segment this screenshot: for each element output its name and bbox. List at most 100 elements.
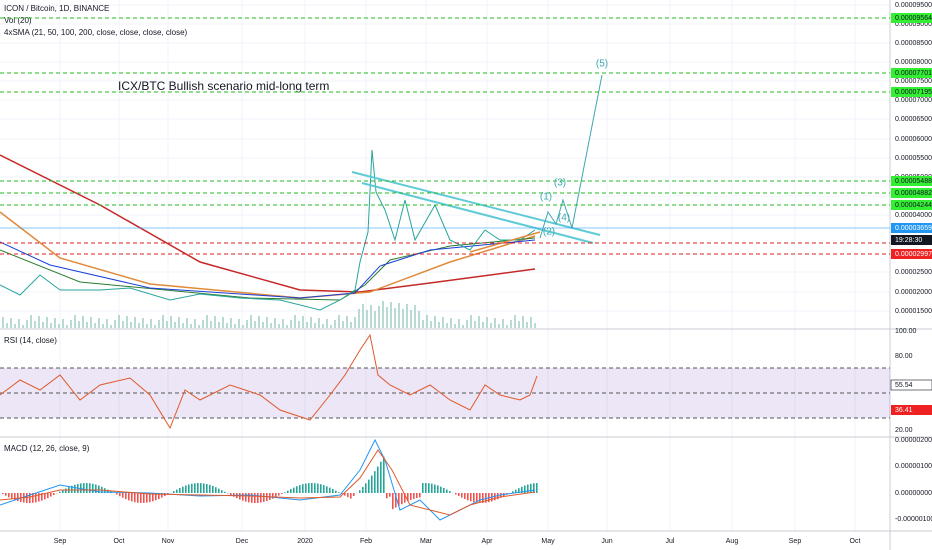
volume-bar <box>254 321 256 328</box>
price-marker <box>891 13 932 23</box>
histogram-bar <box>107 489 109 493</box>
histogram-bar <box>176 489 178 493</box>
histogram-bar <box>209 484 211 493</box>
volume-bar <box>138 323 140 328</box>
price-label: 0.00007500 <box>895 78 932 85</box>
histogram-bar <box>47 493 49 499</box>
volume-bar <box>330 325 332 328</box>
histogram-bar <box>446 489 448 493</box>
histogram-bar <box>371 475 373 493</box>
histogram-bar <box>137 493 139 503</box>
volume-bar <box>466 320 468 328</box>
volume-bar <box>58 324 60 328</box>
histogram-bar <box>134 493 136 503</box>
volume-bar <box>42 322 44 328</box>
histogram-bar <box>53 493 55 495</box>
histogram-bar <box>143 493 145 503</box>
histogram-bar <box>392 493 394 510</box>
time-label: Sep <box>54 538 67 545</box>
histogram-bar <box>92 483 94 493</box>
histogram-bar <box>140 493 142 503</box>
price-label: 0.00008000 <box>895 59 932 66</box>
volume-bar <box>266 317 268 328</box>
histogram-bar <box>155 493 157 501</box>
time-label: Aug <box>726 538 739 545</box>
histogram-bar <box>314 483 316 493</box>
trendline <box>351 171 601 236</box>
histogram-bar <box>17 493 19 502</box>
volume-bar <box>82 316 84 328</box>
volume-bar <box>502 319 504 328</box>
histogram-bar <box>230 493 232 496</box>
price <box>0 149 536 311</box>
price-marker-label: 0.00004244 <box>895 202 932 209</box>
volume-bar <box>294 315 296 328</box>
volume-bar <box>202 320 204 328</box>
volume-bar <box>222 317 224 328</box>
volume-bar <box>258 316 260 328</box>
volume-bar <box>46 317 48 328</box>
histogram-bar <box>125 493 127 500</box>
wave-label: (1) <box>540 192 552 203</box>
histogram-bar <box>338 492 340 493</box>
histogram-bar <box>182 486 184 493</box>
wave-label: (4) <box>558 213 570 224</box>
price-marker-label: 0.00002997 <box>895 251 932 258</box>
histogram-bar <box>200 483 202 493</box>
histogram-bar <box>416 493 418 498</box>
histogram-bar <box>332 489 334 493</box>
volume-bar <box>34 321 36 328</box>
histogram-bar <box>26 493 28 503</box>
time-label: Apr <box>482 538 494 545</box>
rsi-title: RSI (14, close) <box>4 336 57 345</box>
volume-bar <box>270 323 272 328</box>
trendline <box>469 231 541 253</box>
price-marker <box>891 249 932 259</box>
histogram-bar <box>470 493 472 502</box>
rsi-label: 80.00 <box>895 353 913 360</box>
histogram-bar <box>131 493 133 502</box>
histogram-bar <box>248 493 250 503</box>
histogram-bar <box>242 493 244 501</box>
histogram-bar <box>188 484 190 493</box>
histogram-bar <box>359 490 361 493</box>
volume-bar <box>374 311 376 328</box>
histogram-bar <box>35 493 37 503</box>
wave-label: (2) <box>543 227 555 238</box>
price-marker-label: 19:28:30 <box>895 237 922 244</box>
macd-label: -0.00000100 <box>895 516 932 523</box>
volume-bar <box>382 301 384 328</box>
histogram-bar <box>221 490 223 493</box>
histogram-bar <box>518 488 520 493</box>
volume-bar <box>430 321 432 328</box>
volume-bar <box>114 320 116 328</box>
histogram-bar <box>422 483 424 493</box>
volume-bar <box>358 309 360 328</box>
price-marker <box>891 176 932 186</box>
time-label: Feb <box>360 538 372 545</box>
volume-bar <box>206 315 208 328</box>
histogram-bar <box>350 493 352 499</box>
histogram-bar <box>161 493 163 498</box>
volume-bar <box>182 323 184 328</box>
volume-bar <box>334 320 336 328</box>
volume-bar <box>530 317 532 328</box>
price-label: 0.00005500 <box>895 155 932 162</box>
histogram-bar <box>425 483 427 493</box>
volume-bar <box>18 319 20 328</box>
histogram-bar <box>431 483 433 493</box>
rsi-marker <box>890 379 932 391</box>
histogram-bar <box>293 487 295 493</box>
volume-bar <box>454 324 456 328</box>
histogram-bar <box>215 487 217 493</box>
histogram-bar <box>257 493 259 503</box>
price-label: 0.00006000 <box>895 136 932 143</box>
price-marker-label: 0.00005488 <box>895 178 932 185</box>
volume-bar <box>354 317 356 328</box>
volume-bar <box>518 321 520 328</box>
histogram-bar <box>395 493 397 508</box>
volume-bar <box>150 319 152 328</box>
histogram-bar <box>62 490 64 493</box>
volume-bar <box>154 325 156 328</box>
price-marker <box>891 223 932 233</box>
